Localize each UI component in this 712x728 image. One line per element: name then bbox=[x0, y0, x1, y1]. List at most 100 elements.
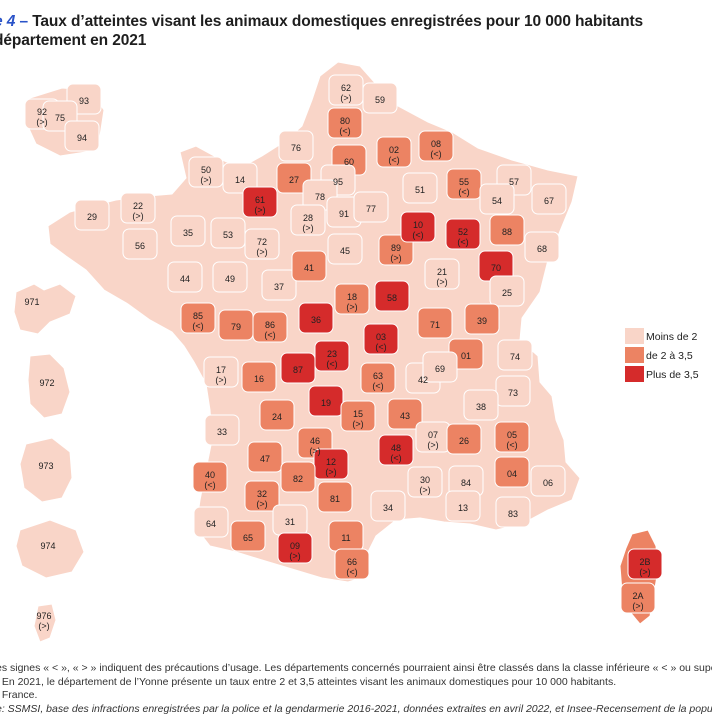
department-06 bbox=[530, 465, 566, 497]
department-label-95: 95 bbox=[333, 177, 343, 187]
department-label-64: 64 bbox=[206, 519, 216, 529]
department-36 bbox=[298, 302, 334, 334]
department-label-42: 42 bbox=[418, 375, 428, 385]
department-label-24: 24 bbox=[272, 412, 282, 422]
note-reading: : En 2021, le département de l’Yonne pré… bbox=[0, 675, 617, 688]
department-23 bbox=[314, 340, 350, 372]
department-64 bbox=[193, 506, 229, 538]
department-label-70: 70 bbox=[491, 263, 501, 273]
department-label-40: 40 bbox=[205, 470, 215, 480]
department-mark-08: (<) bbox=[430, 149, 441, 159]
department-03 bbox=[363, 323, 399, 355]
department-label-55: 55 bbox=[459, 177, 469, 187]
department-2B bbox=[627, 548, 663, 580]
department-mark-10: (<) bbox=[412, 230, 423, 240]
department-17 bbox=[203, 356, 239, 388]
department-mark-63: (<) bbox=[372, 381, 383, 391]
department-label-80: 80 bbox=[340, 116, 350, 126]
department-label-62: 62 bbox=[341, 83, 351, 93]
legend-item-low: Moins de 2 bbox=[625, 327, 699, 346]
department-mark-02: (<) bbox=[388, 155, 399, 165]
department-mark-85: (<) bbox=[192, 321, 203, 331]
department-58 bbox=[374, 280, 410, 312]
department-label-61: 61 bbox=[255, 195, 265, 205]
department-mark-05: (<) bbox=[506, 440, 517, 450]
note-source: e: SSMSI, base des infractions enregistr… bbox=[0, 702, 712, 715]
legend-label-high: Plus de 3,5 bbox=[646, 368, 699, 381]
department-22 bbox=[120, 192, 156, 224]
department-mark-07: (>) bbox=[427, 440, 438, 450]
department-label-34: 34 bbox=[383, 503, 393, 513]
department-label-68: 68 bbox=[537, 244, 547, 254]
department-mark-61: (>) bbox=[254, 205, 265, 215]
department-mark-2A: (>) bbox=[632, 601, 643, 611]
department-37 bbox=[261, 269, 297, 301]
department-label-77: 77 bbox=[366, 204, 376, 214]
department-14 bbox=[222, 162, 258, 194]
department-label-94: 94 bbox=[77, 133, 87, 143]
department-label-28: 28 bbox=[303, 213, 313, 223]
department-label-13: 13 bbox=[458, 503, 468, 513]
department-61 bbox=[242, 186, 278, 218]
department-label-26: 26 bbox=[459, 436, 469, 446]
department-59 bbox=[362, 82, 398, 114]
department-49 bbox=[212, 261, 248, 293]
department-cells bbox=[24, 74, 663, 614]
legend-item-mid: de 2 à 3,5 bbox=[625, 346, 699, 365]
department-label-05: 05 bbox=[507, 430, 517, 440]
department-55 bbox=[446, 168, 482, 200]
department-18 bbox=[334, 283, 370, 315]
department-label-41: 41 bbox=[304, 263, 314, 273]
department-mark-55: (<) bbox=[458, 187, 469, 197]
department-19 bbox=[308, 385, 344, 417]
department-label-30: 30 bbox=[420, 475, 430, 485]
legend-item-high: Plus de 3,5 bbox=[625, 365, 699, 384]
department-label-58: 58 bbox=[387, 293, 397, 303]
department-label-06: 06 bbox=[543, 478, 553, 488]
department-label-54: 54 bbox=[492, 196, 502, 206]
department-69 bbox=[422, 351, 458, 383]
department-label-08: 08 bbox=[431, 139, 441, 149]
department-label-976: 976 bbox=[36, 611, 51, 621]
department-02 bbox=[376, 136, 412, 168]
note-field: : France. bbox=[0, 689, 38, 701]
department-81 bbox=[317, 481, 353, 513]
title-text: Taux d’atteintes visant les animaux dome… bbox=[32, 13, 644, 30]
legend-swatch-high bbox=[625, 366, 644, 383]
department-79 bbox=[218, 309, 254, 341]
department-label-46: 46 bbox=[310, 436, 320, 446]
department-label-44: 44 bbox=[180, 274, 190, 284]
department-mark-12: (>) bbox=[325, 467, 336, 477]
department-40 bbox=[192, 461, 228, 493]
figure-title: e 4 – Taux d’atteintes visant les animau… bbox=[0, 12, 712, 50]
department-label-53: 53 bbox=[223, 230, 233, 240]
department-mark-46: (>) bbox=[309, 446, 320, 456]
department-label-22: 22 bbox=[133, 201, 143, 211]
department-16 bbox=[241, 361, 277, 393]
department-mark-15: (>) bbox=[352, 419, 363, 429]
department-label-2B: 2B bbox=[639, 557, 650, 567]
department-2A bbox=[620, 582, 656, 614]
department-label-2A: 2A bbox=[632, 591, 643, 601]
department-80 bbox=[327, 107, 363, 139]
department-77 bbox=[353, 191, 389, 223]
department-21 bbox=[424, 258, 460, 290]
department-mark-40: (<) bbox=[204, 480, 215, 490]
figure-notes: es signes « < », « > » indiquent des pré… bbox=[0, 662, 712, 716]
guyane-outline bbox=[19, 437, 73, 503]
department-mark-21: (>) bbox=[436, 277, 447, 287]
department-label-31: 31 bbox=[285, 517, 295, 527]
department-65 bbox=[230, 520, 266, 552]
department-35 bbox=[170, 215, 206, 247]
department-30 bbox=[407, 466, 443, 498]
department-56 bbox=[122, 228, 158, 260]
department-label-45: 45 bbox=[340, 246, 350, 256]
department-85 bbox=[180, 302, 216, 334]
department-label-57: 57 bbox=[509, 177, 519, 187]
department-48 bbox=[378, 434, 414, 466]
department-label-71: 71 bbox=[430, 320, 440, 330]
department-label-85: 85 bbox=[193, 311, 203, 321]
department-label-32: 32 bbox=[257, 489, 267, 499]
